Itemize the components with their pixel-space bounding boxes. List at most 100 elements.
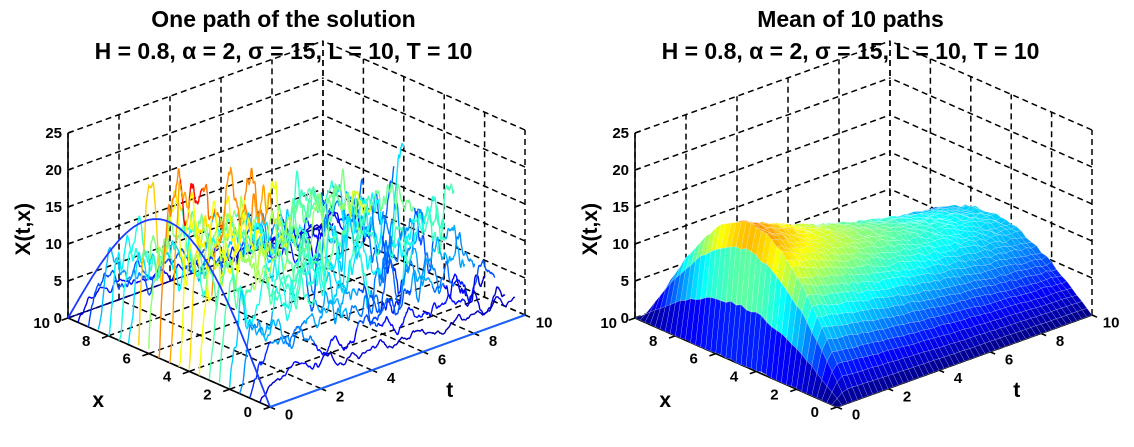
x-floor-gridline xyxy=(229,296,485,390)
surface-line xyxy=(281,320,305,347)
t-tick-label: 6 xyxy=(1005,352,1013,369)
surface-line xyxy=(138,181,161,346)
z-tick-mark xyxy=(634,204,641,208)
surface-line xyxy=(271,287,295,322)
surface-line xyxy=(399,306,422,329)
t-tick-label: 2 xyxy=(903,388,911,405)
surface-line xyxy=(230,260,253,310)
surface-line xyxy=(276,198,299,249)
t-tick-mark xyxy=(989,351,996,355)
x-tick-mark xyxy=(222,388,230,393)
surface-line xyxy=(290,217,314,252)
t-tick-label: 0 xyxy=(285,407,293,424)
z-tick-mark xyxy=(67,130,74,134)
surface-line xyxy=(463,290,486,315)
surface-line xyxy=(283,267,306,303)
surface-line xyxy=(127,251,151,344)
surface-line xyxy=(346,294,369,322)
surface-line xyxy=(119,268,142,280)
surface-line xyxy=(89,301,112,311)
surface-line xyxy=(442,294,465,306)
surface-line xyxy=(357,285,381,326)
surface-line xyxy=(390,225,413,265)
surface-line xyxy=(335,328,358,351)
surface-line xyxy=(209,240,233,288)
surface-line xyxy=(307,193,330,270)
surface-line xyxy=(293,268,316,306)
z-tick-mark xyxy=(634,241,641,245)
surface-plot-right: Mean of 10 paths H = 0.8, α = 2, σ = 15,… xyxy=(567,0,1134,447)
surface-line xyxy=(274,238,297,283)
x-tick-label: 0 xyxy=(811,404,819,421)
initial-profile-line xyxy=(67,218,271,408)
surface-line xyxy=(382,215,406,263)
surface-line xyxy=(392,183,415,227)
surface-line xyxy=(67,309,90,319)
surface-line xyxy=(243,167,267,225)
surface-line xyxy=(198,200,222,376)
surface-line xyxy=(275,215,299,251)
t-tick-mark xyxy=(1091,314,1098,318)
surface-line xyxy=(77,287,101,323)
surface-line xyxy=(118,215,141,341)
t-tick-mark xyxy=(887,387,894,392)
z-axis-label: X(t,x) xyxy=(12,203,35,256)
t-tick-label: 10 xyxy=(536,315,553,332)
x-tick-label: 4 xyxy=(730,369,739,386)
t-tick-label: 10 xyxy=(1103,315,1120,332)
surface-line xyxy=(351,195,374,237)
surface-line xyxy=(266,208,290,265)
t-axis-label: t xyxy=(1013,379,1020,402)
surface-line xyxy=(473,297,497,316)
z-tick-label: 10 xyxy=(45,236,62,253)
x-tick-label: 8 xyxy=(649,333,657,350)
z-tick-mark xyxy=(67,241,74,245)
x-tick-mark xyxy=(263,406,271,411)
x-tick-mark xyxy=(709,352,717,357)
z-gridline xyxy=(634,40,891,134)
t-tick-mark xyxy=(524,314,531,318)
surface-line xyxy=(324,298,348,319)
x-tick-label: 10 xyxy=(33,315,50,332)
surface-line xyxy=(97,246,121,330)
surface-line xyxy=(434,183,455,255)
surface-line xyxy=(377,316,401,336)
surface-line xyxy=(421,252,445,295)
t-tick-label: 8 xyxy=(489,333,497,350)
z-tick-label: 20 xyxy=(612,162,629,179)
surface-line xyxy=(260,318,283,342)
z-tick-label: 5 xyxy=(54,273,62,290)
t-tick-label: 0 xyxy=(852,407,860,424)
z-tick-mark xyxy=(634,278,641,282)
surface-line xyxy=(359,205,383,257)
x-tick-mark xyxy=(61,317,69,322)
z-gridline xyxy=(67,114,324,208)
surface-line xyxy=(291,328,315,348)
z-tick-mark xyxy=(67,278,74,282)
surface-line xyxy=(366,339,389,352)
t-tick-mark xyxy=(938,369,945,374)
surface-patch xyxy=(831,398,843,408)
surface-line xyxy=(240,282,263,326)
surface-line xyxy=(444,224,466,269)
x-tick-mark xyxy=(101,335,109,339)
surface-line xyxy=(232,188,256,233)
z-gridline xyxy=(322,151,526,242)
surface-line xyxy=(314,290,338,325)
t-floor-gridline xyxy=(118,298,322,390)
surface-line xyxy=(443,273,466,299)
surface-line xyxy=(344,350,368,364)
surface-line xyxy=(433,236,456,264)
x-tick-mark xyxy=(142,352,150,357)
surface-line xyxy=(169,198,193,286)
x-tick-label: 6 xyxy=(689,351,697,368)
surface-line xyxy=(430,322,453,335)
surface-line xyxy=(485,286,506,314)
surface-line xyxy=(178,207,201,368)
surface-plot-left: One path of the solution H = 0.8, α = 2,… xyxy=(12,6,553,424)
x-tick-label: 4 xyxy=(163,369,172,386)
x-tick-label: 2 xyxy=(203,386,211,403)
surface-line xyxy=(315,236,339,285)
surface-line xyxy=(273,261,296,310)
z-tick-mark xyxy=(67,167,74,171)
